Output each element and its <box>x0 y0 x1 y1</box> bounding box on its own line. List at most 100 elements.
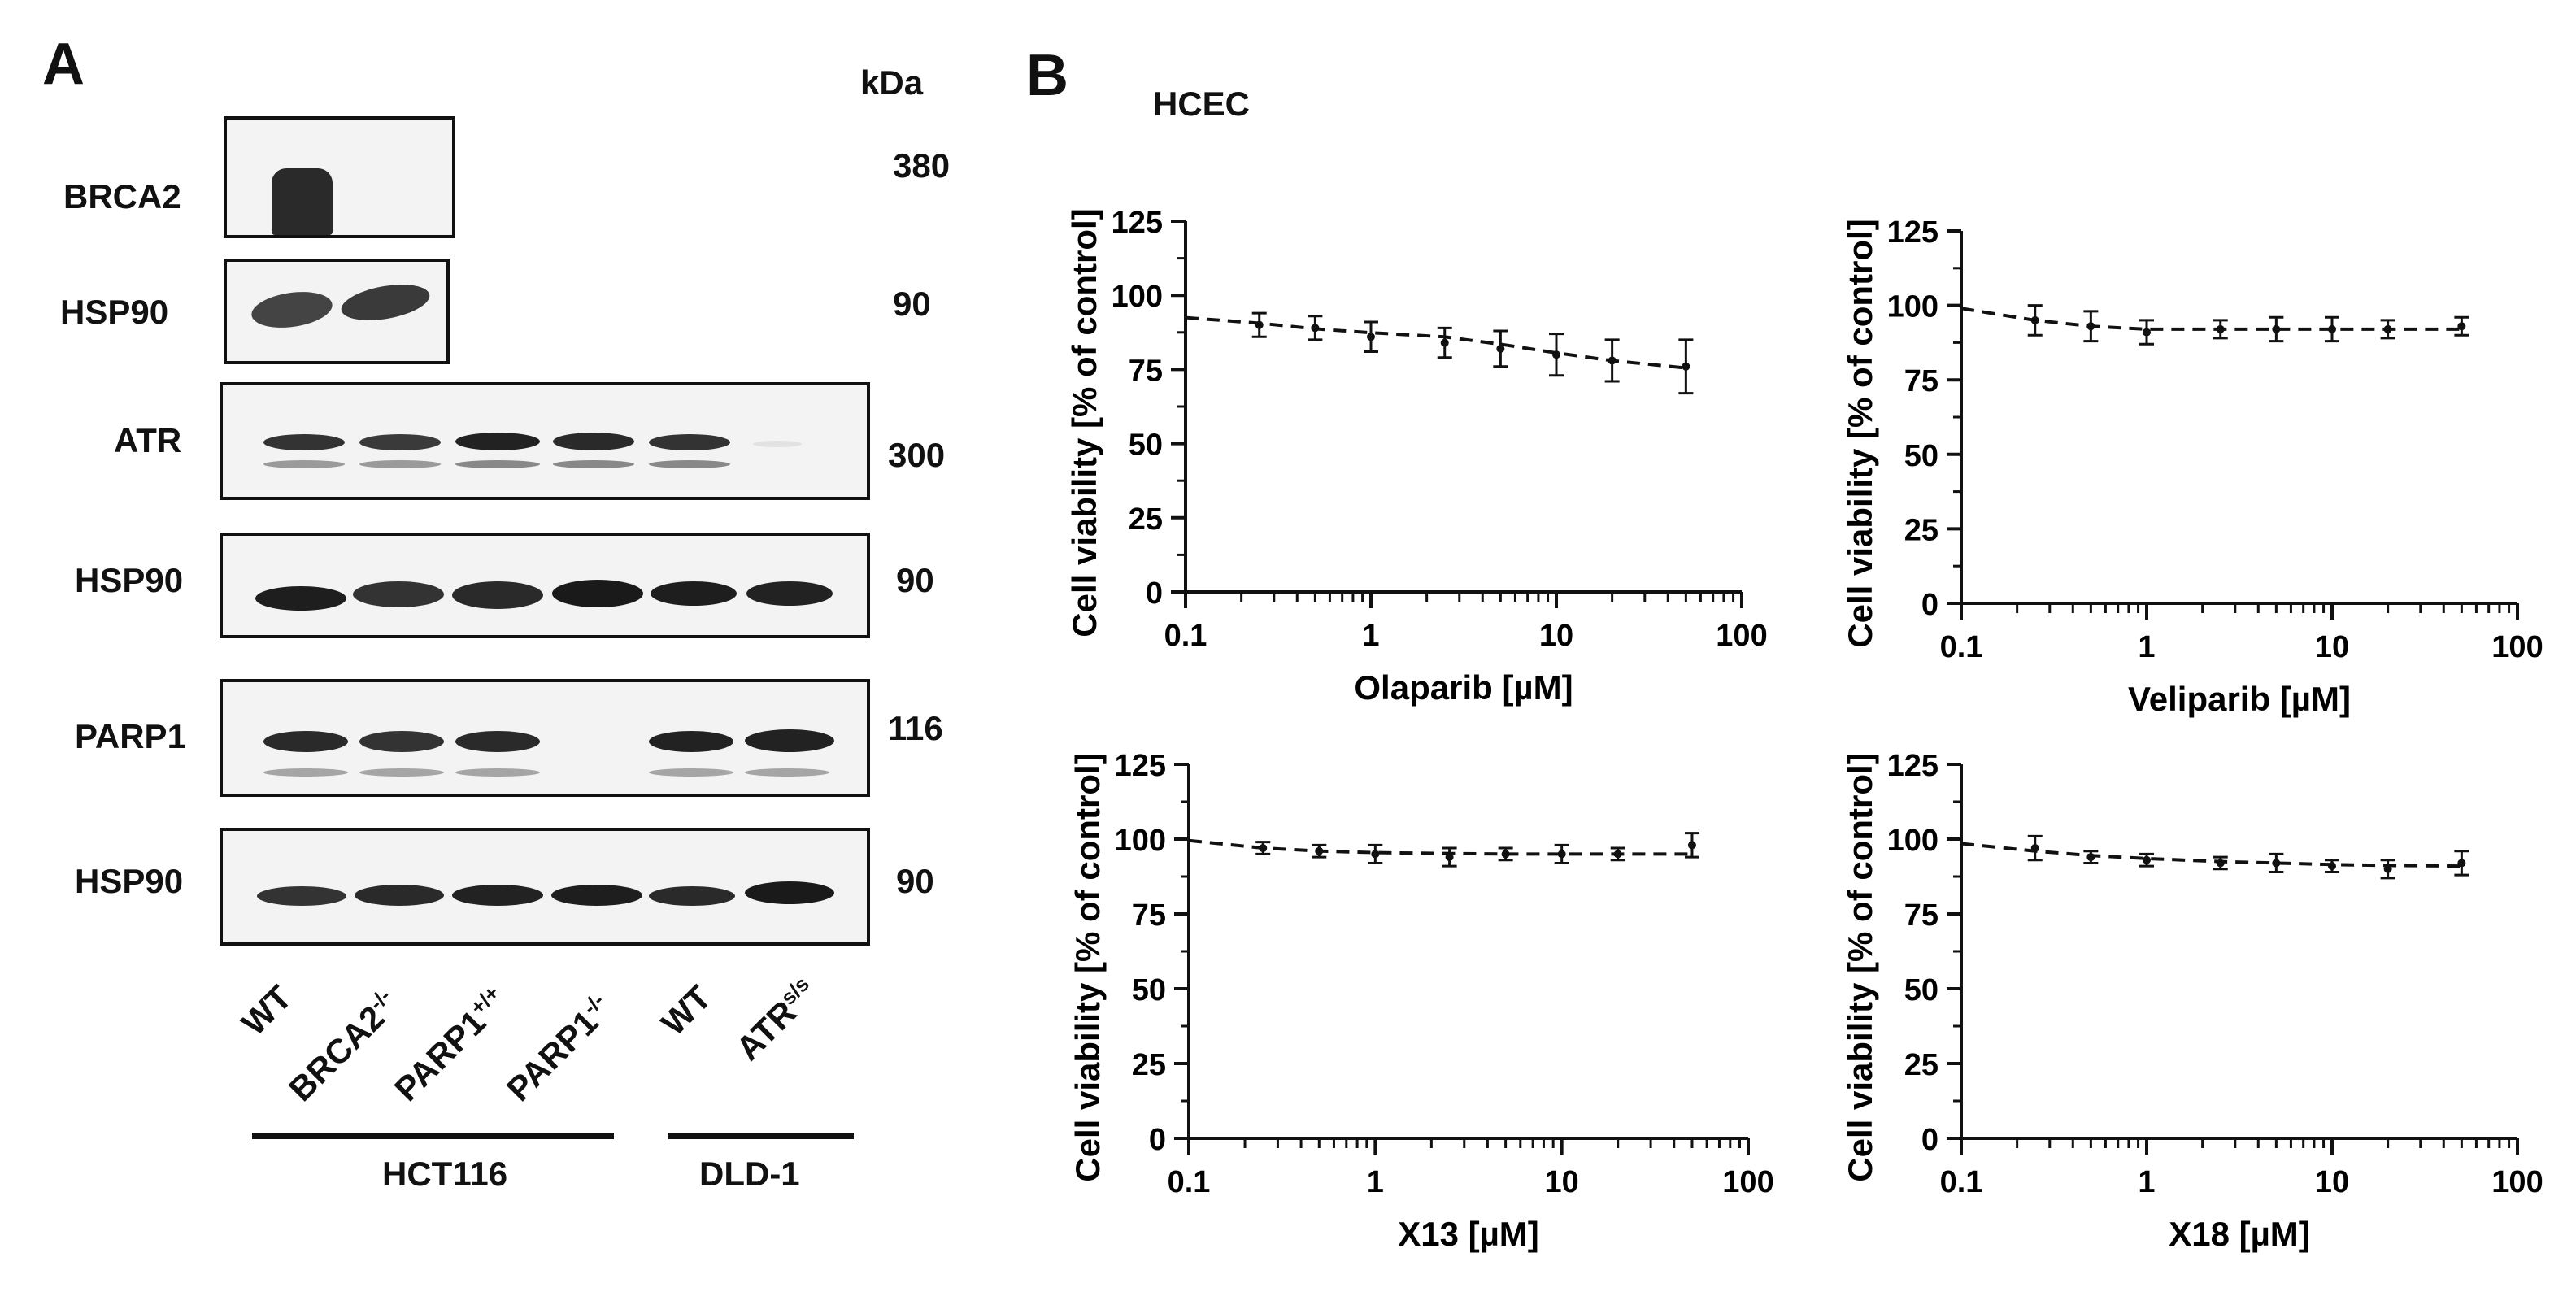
y-tick-label: 125 <box>1115 749 1166 783</box>
blot-hsp90-3 <box>220 828 870 946</box>
data-point <box>1259 844 1268 853</box>
cell-line-bar-hct116 <box>252 1133 614 1139</box>
x-tick-label: 10 <box>2315 630 2349 664</box>
blot-hsp90-1 <box>224 259 450 364</box>
kda-hsp90-2: 90 <box>896 561 934 599</box>
blot-atr <box>220 382 870 500</box>
band <box>552 580 643 607</box>
data-point <box>2383 864 2392 873</box>
band <box>649 434 730 450</box>
x-tick-label: 100 <box>1722 1165 1773 1199</box>
y-tick-label: 100 <box>1887 824 1939 858</box>
band <box>359 731 444 752</box>
y-tick-label: 125 <box>1887 749 1939 783</box>
band <box>455 768 540 777</box>
band <box>359 434 441 450</box>
band <box>455 460 540 468</box>
panel-b-subtitle: HCEC <box>1153 85 1251 123</box>
band <box>263 460 345 468</box>
y-tick-label: 125 <box>1112 206 1163 240</box>
data-point <box>1255 320 1264 329</box>
data-point <box>1501 850 1510 859</box>
band <box>355 885 444 906</box>
band <box>263 434 345 450</box>
row-label-hsp90-2: HSP90 <box>75 561 184 599</box>
band <box>745 881 834 904</box>
x-tick-label: 100 <box>1716 619 1767 653</box>
panel-b-label: B <box>1026 43 1068 108</box>
y-tick-label: 75 <box>1904 898 1939 933</box>
data-point <box>1440 338 1449 347</box>
data-point <box>2272 324 2281 333</box>
band <box>359 460 441 468</box>
kda-hsp90-1: 90 <box>893 285 931 323</box>
data-point <box>2086 853 2095 862</box>
x-tick-label: 0.1 <box>1164 619 1208 653</box>
band <box>257 886 346 906</box>
band <box>551 885 642 906</box>
band <box>452 581 543 609</box>
data-point <box>1608 356 1617 365</box>
data-point <box>2328 862 2336 871</box>
y-tick-label: 50 <box>1129 428 1163 463</box>
band <box>746 581 833 606</box>
x-tick-label: 10 <box>1539 619 1573 653</box>
y-tick-label: 100 <box>1887 290 1939 324</box>
data-point <box>1687 841 1696 850</box>
x-tick-label: 1 <box>1362 619 1379 653</box>
y-tick-label: 75 <box>1132 898 1166 933</box>
x-tick-label: 10 <box>2315 1165 2349 1199</box>
data-point <box>1311 324 1320 333</box>
band <box>455 731 540 752</box>
panel-a-label: A <box>42 32 85 97</box>
y-tick-label: 0 <box>1921 1123 1939 1157</box>
band <box>455 433 540 450</box>
x-axis-label: X13 [µM] <box>1398 1215 1539 1253</box>
y-tick-label: 25 <box>1132 1048 1166 1082</box>
row-label-brca2: BRCA2 <box>63 177 181 215</box>
cell-line-hct116: HCT116 <box>382 1155 508 1193</box>
blot-hsp90-2 <box>220 533 870 638</box>
y-tick-label: 100 <box>1115 824 1166 858</box>
x-tick-label: 10 <box>1545 1165 1579 1199</box>
x-tick-label: 1 <box>1367 1165 1384 1199</box>
y-tick-label: 0 <box>1146 576 1163 611</box>
band <box>753 441 802 447</box>
cell-line-dld1: DLD-1 <box>699 1155 800 1193</box>
y-axis-label: Cell viability [% of control] <box>1068 753 1107 1181</box>
blot-parp1 <box>220 679 870 797</box>
y-tick-label: 125 <box>1887 215 1939 250</box>
data-point <box>1552 350 1560 359</box>
kda-header: kDa <box>860 63 924 102</box>
y-axis-label: Cell viability [% of control] <box>1065 208 1103 637</box>
y-axis-label: Cell viability [% of control] <box>1841 219 1879 647</box>
data-point <box>2272 859 2281 868</box>
x-tick-label: 100 <box>2491 1165 2543 1199</box>
band <box>745 729 834 752</box>
kda-atr: 300 <box>888 436 946 474</box>
data-point <box>2143 855 2151 864</box>
data-point <box>2383 324 2392 333</box>
data-point <box>2030 315 2039 324</box>
band <box>649 768 733 777</box>
x-axis-label: Olaparib [µM] <box>1354 668 1573 707</box>
band <box>745 768 829 777</box>
x-tick-label: 0.1 <box>1940 1165 1983 1199</box>
y-tick-label: 25 <box>1129 502 1163 537</box>
data-point <box>2457 859 2466 868</box>
band <box>649 460 730 468</box>
kda-hsp90-3: 90 <box>896 862 934 900</box>
data-point <box>1557 850 1566 859</box>
data-point <box>2086 322 2095 331</box>
data-point <box>2030 844 2039 853</box>
y-tick-label: 100 <box>1112 280 1163 314</box>
band <box>272 168 333 235</box>
band <box>553 460 634 468</box>
data-point <box>2457 322 2466 331</box>
band <box>255 586 346 611</box>
y-tick-label: 0 <box>1149 1123 1166 1157</box>
data-point <box>2328 324 2336 333</box>
x-tick-label: 0.1 <box>1940 630 1983 664</box>
row-label-hsp90-3: HSP90 <box>75 862 184 900</box>
